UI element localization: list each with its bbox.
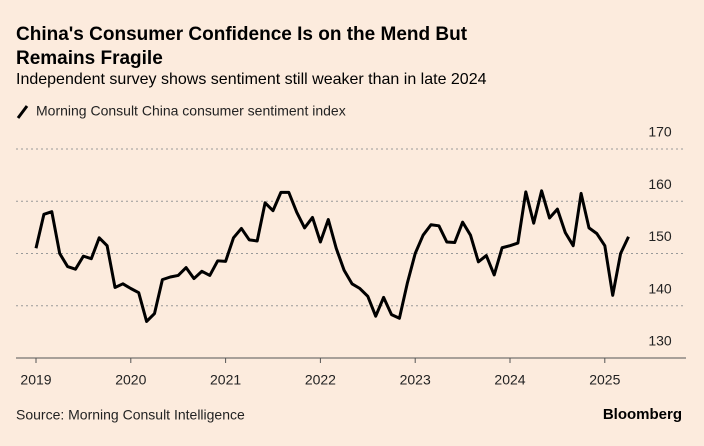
legend-label: Morning Consult China consumer sentiment… xyxy=(36,103,346,119)
chart-subtitle: Independent survey shows sentiment still… xyxy=(16,71,487,88)
x-tick-label: 2019 xyxy=(20,372,51,388)
y-tick-label: 170 xyxy=(648,124,672,140)
x-tick-label: 2024 xyxy=(494,372,525,388)
x-tick-label: 2025 xyxy=(589,372,620,388)
x-tick-label: 2020 xyxy=(115,372,146,388)
x-tick-label: 2021 xyxy=(210,372,241,388)
y-tick-label: 150 xyxy=(648,228,672,244)
legend-swatch xyxy=(16,105,29,119)
x-tick-label: 2023 xyxy=(400,372,431,388)
y-tick-label: 160 xyxy=(648,176,672,192)
brand: Bloomberg xyxy=(603,406,682,423)
chart-title: China's Consumer Confidence Is on the Me… xyxy=(16,24,468,69)
x-tick-label: 2022 xyxy=(305,372,336,388)
source: Source: Morning Consult Intelligence xyxy=(16,407,245,423)
y-tick-label: 140 xyxy=(648,280,672,296)
y-tick-label: 130 xyxy=(648,333,672,349)
series-line xyxy=(34,189,630,323)
